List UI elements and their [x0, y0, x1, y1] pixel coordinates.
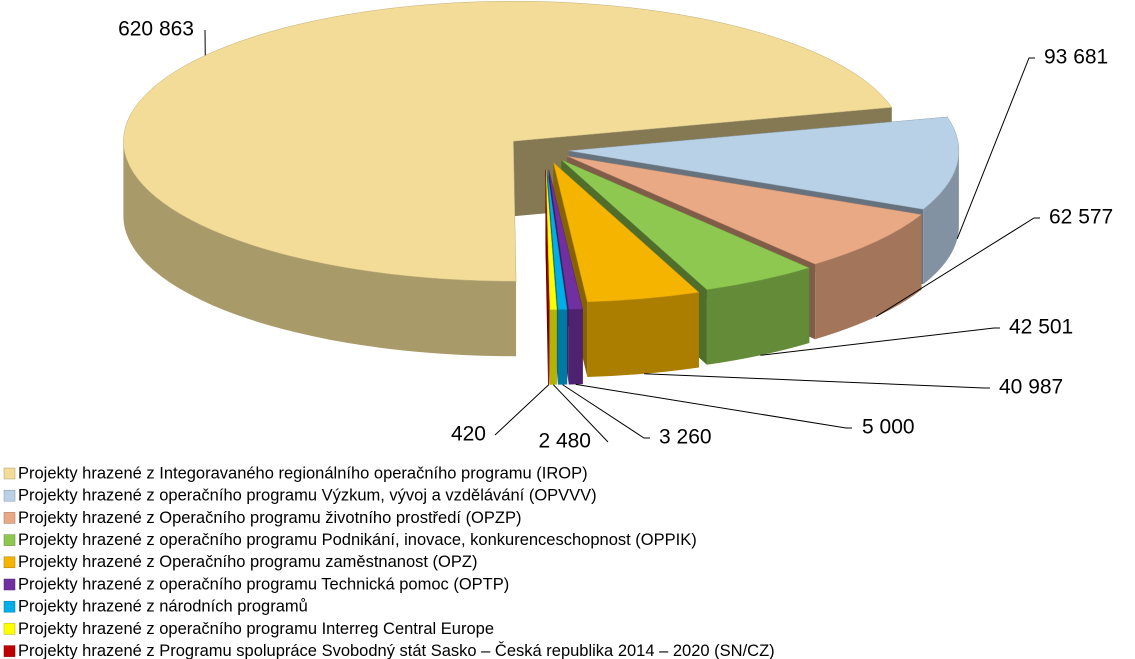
slice-top: [552, 161, 700, 303]
data-label: 93 681: [1044, 46, 1108, 69]
slice-face: [545, 169, 549, 385]
slice-top: [548, 169, 584, 310]
slice-top: [545, 169, 550, 310]
slice-top: [546, 169, 568, 310]
legend-label: Projekty hrazené z Programu spolupráce S…: [18, 641, 775, 659]
legend-label: Projekty hrazené z Operačního programu ž…: [18, 509, 521, 527]
data-label: 40 987: [999, 376, 1063, 399]
legend-swatch: [3, 489, 16, 502]
data-label: 2 480: [538, 430, 591, 453]
leader-line: [494, 384, 550, 436]
data-label: 5 000: [862, 416, 915, 439]
legend-swatch: [3, 512, 16, 524]
legend-swatch: [3, 600, 16, 613]
legend-swatch: [3, 645, 16, 657]
leader-line: [644, 373, 990, 389]
data-label: 62 577: [1049, 206, 1113, 229]
slice-side: [923, 150, 959, 285]
leader-line: [552, 384, 609, 443]
slice-side: [706, 267, 810, 365]
slice-top: [567, 155, 923, 265]
legend-label: Projekty hrazené z Operačního programu z…: [18, 553, 477, 571]
slice: [545, 169, 550, 385]
slice-top: [561, 159, 810, 291]
legend-label: Projekty hrazené z národních programů: [18, 598, 308, 616]
legend-label: Projekty hrazené z operačního programu P…: [18, 531, 697, 549]
slice-top: [545, 169, 558, 310]
leader-line: [760, 327, 1000, 356]
leader-line: [575, 383, 852, 429]
slice-side: [549, 309, 557, 385]
slice-top: [123, 0, 893, 282]
legend-swatch: [3, 623, 16, 635]
slice-side: [815, 214, 922, 340]
leader-line: [956, 57, 1035, 240]
slice-top: [568, 116, 960, 210]
legend-label: Projekty hrazené z operačního programu T…: [18, 575, 509, 593]
legend-label: Projekty hrazené z Integoravaného region…: [18, 464, 588, 482]
legend-swatch: [3, 578, 16, 591]
leader-line: [875, 217, 1040, 317]
slice-side: [587, 292, 699, 378]
slice-side: [123, 141, 517, 357]
data-label: 420: [451, 423, 486, 446]
leader-line: [562, 384, 650, 439]
legend-label: Projekty hrazené z operačního programu I…: [18, 620, 494, 638]
data-label: 620 863: [118, 18, 194, 41]
data-label: 42 501: [1009, 316, 1073, 339]
data-label: 3 260: [659, 426, 712, 449]
legend-swatch: [3, 467, 16, 480]
legend-swatch: [3, 556, 16, 569]
slice-side: [548, 309, 550, 385]
slice-side: [568, 309, 583, 385]
legend-swatch: [3, 534, 16, 546]
slice-side: [557, 309, 568, 385]
legend-label: Projekty hrazené z operačního programu V…: [18, 487, 597, 505]
